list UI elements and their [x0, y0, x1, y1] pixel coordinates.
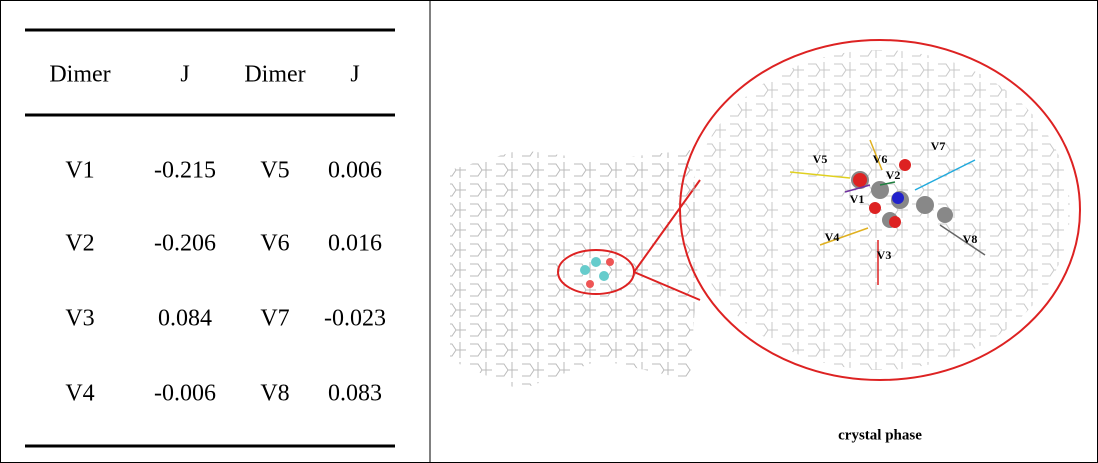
table-cell: V5 — [260, 158, 289, 184]
contact-label: V3 — [877, 248, 892, 262]
contact-label: V7 — [931, 139, 946, 153]
header-cell: J — [350, 62, 359, 88]
table-cell: V1 — [65, 158, 94, 184]
table-cell: 0.084 — [158, 306, 212, 332]
contact-label: V8 — [963, 232, 978, 246]
table-cell: 0.016 — [328, 231, 382, 257]
table-cell: V7 — [260, 306, 289, 332]
table-cell: V4 — [65, 381, 94, 407]
header-cell: J — [180, 62, 189, 88]
contact-label: V2 — [886, 168, 901, 182]
crystal-packing — [450, 150, 700, 390]
header-cell: Dimer — [244, 62, 305, 88]
contact-label: V4 — [825, 230, 840, 244]
table-cell: 0.006 — [328, 158, 382, 184]
page: V1 V2 V3 V4 V5 V6 V7 V8 crystal phase Di… — [0, 0, 1098, 463]
table-cell: -0.006 — [154, 381, 216, 407]
table-cell: V2 — [65, 231, 94, 257]
table-cell: V6 — [260, 231, 289, 257]
contact-label: V1 — [850, 192, 865, 206]
table-cell: V3 — [65, 306, 94, 332]
contact-label: V6 — [873, 152, 888, 166]
figure-panel: V1 V2 V3 V4 V5 V6 V7 V8 crystal phase Di… — [0, 0, 1098, 463]
table-cell: -0.215 — [154, 158, 216, 184]
table: Dimer J Dimer J V1 -0.215 V5 0.006 V2 -0.206 V6 0.0… — [49, 62, 386, 407]
table-cell: 0.083 — [328, 381, 382, 407]
header-cell: Dimer — [49, 62, 110, 88]
figure-caption: crystal phase — [838, 427, 922, 443]
table-cell: -0.023 — [324, 306, 386, 332]
table-cell: -0.206 — [154, 231, 216, 257]
table-cell: V8 — [260, 381, 289, 407]
contact-label: V5 — [813, 152, 828, 166]
